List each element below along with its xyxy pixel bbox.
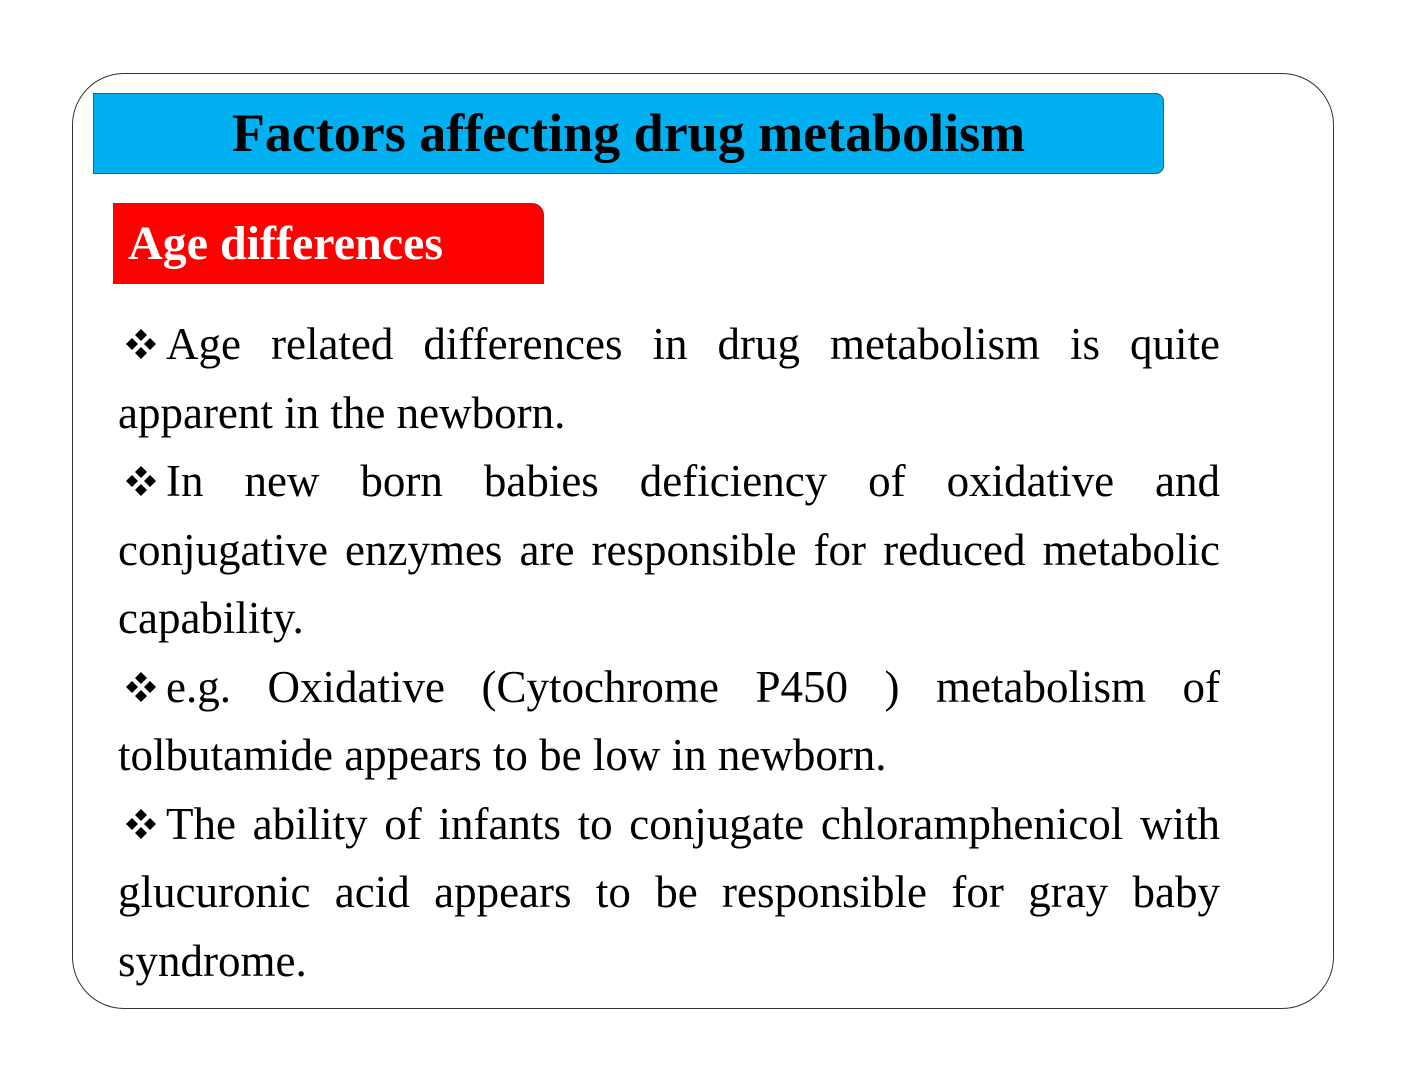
bullet-icon — [126, 466, 156, 496]
subtitle-box — [113, 203, 544, 284]
bullet-item: In new born babies deficiency of oxidati… — [118, 447, 1220, 653]
bullet-icon — [126, 808, 156, 839]
slide-frame — [72, 73, 1334, 1009]
bullet-icon — [126, 671, 156, 702]
slide-title: Factors affecting drug metabolism — [231, 103, 1026, 163]
bullet-item: Age related differences in drug metaboli… — [118, 310, 1220, 447]
bullet-text: The ability of infants to conjugate chlo… — [118, 798, 1220, 986]
bullet-text: In new born babies deficiency of oxidati… — [118, 456, 1220, 643]
bullet-item: The ability of infants to conjugate chlo… — [118, 790, 1220, 996]
bullet-text: e.g. Oxidative (Cytochrome P450 ) metabo… — [118, 661, 1220, 781]
bullet-icon — [126, 329, 156, 359]
section-heading: Age differences — [128, 217, 443, 270]
bullet-item: e.g. Oxidative (Cytochrome P450 ) metabo… — [118, 653, 1220, 790]
title-box — [93, 93, 1164, 174]
bullet-list: Age related differences in drug metaboli… — [118, 310, 1220, 995]
bullet-text: Age related differences in drug metaboli… — [118, 319, 1220, 438]
